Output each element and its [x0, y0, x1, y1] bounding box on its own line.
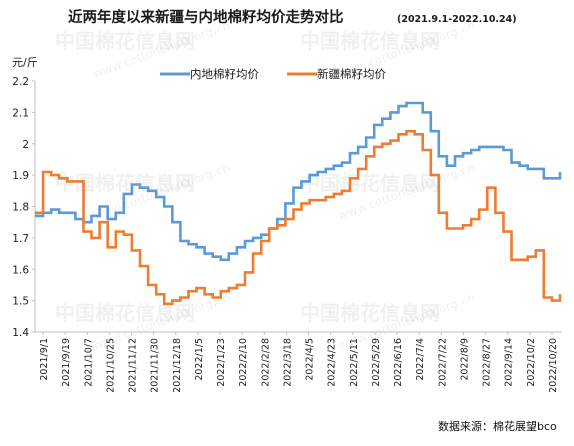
y-axis-label: 元/斤 — [12, 56, 38, 69]
x-tick-label: 2022/9/14 — [504, 338, 515, 387]
legend: 内地棉籽均价 新疆棉籽均价 — [160, 67, 386, 81]
watermark-logo-text: 中国棉花信息网 — [300, 171, 440, 195]
x-tick-label: 2022/4/5 — [305, 338, 316, 381]
x-tick-label: 2021/12/18 — [172, 338, 183, 393]
x-tick-label: 2022/1/23 — [216, 338, 227, 387]
x-tick-label: 2021/9/1 — [39, 338, 50, 381]
x-tick-label: 2021/11/30 — [150, 338, 161, 393]
x-tick-label: 2022/2/28 — [260, 338, 271, 387]
x-tick-label: 2021/9/19 — [61, 338, 72, 387]
x-tick-label: 2021/10/25 — [105, 338, 116, 393]
x-tick-label: 2022/8/27 — [482, 338, 493, 387]
x-tick-label: 2022/7/22 — [437, 338, 448, 387]
watermark-logo-text: 中国棉花信息网 — [300, 301, 440, 325]
y-tick-label: 1.7 — [12, 233, 29, 245]
y-tick-label: 2.1 — [12, 107, 29, 119]
y-tick-label: 1.6 — [12, 264, 29, 276]
y-tick-label: 1.8 — [12, 202, 29, 214]
x-tick-label: 2022/5/11 — [349, 338, 360, 387]
x-tick-label: 2022/2/10 — [238, 338, 249, 387]
x-tick-label: 2022/6/16 — [393, 338, 404, 387]
series-line-inland — [35, 101, 562, 262]
source-label: 数据来源：棉花展望bco — [438, 419, 557, 433]
x-tick-label: 2022/7/4 — [415, 338, 426, 381]
x-tick-label: 2021/10/7 — [83, 338, 94, 387]
y-tick-label: 1.4 — [12, 327, 29, 339]
x-tick-label: 2022/3/18 — [282, 338, 293, 387]
watermark-logo-text: 中国棉花信息网 — [300, 29, 440, 53]
x-tick-label: 2022/10/2 — [526, 338, 537, 387]
series-line-xinjiang — [35, 129, 562, 306]
y-tick-label: 1.9 — [12, 170, 29, 182]
x-tick-label: 2022/5/29 — [371, 338, 382, 387]
x-axis-ticks: 2021/9/1 2021/9/19 2021/10/7 2021/10/25 2021… — [39, 332, 559, 393]
x-tick-label: 2022/1/5 — [194, 338, 205, 381]
y-tick-label: 2 — [22, 139, 29, 151]
x-tick-label: 2022/4/23 — [327, 338, 338, 387]
x-tick-label: 2021/11/12 — [128, 338, 139, 393]
x-tick-label: 2022/10/20 — [548, 338, 559, 393]
chart-subtitle: (2021.9.1-2022.10.24) — [397, 14, 517, 25]
legend-label-xinjiang: 新疆棉籽均价 — [317, 67, 386, 81]
y-tick-label: 2.2 — [12, 76, 29, 88]
x-tick-label: 2022/8/9 — [459, 338, 470, 381]
y-tick-label: 1.5 — [12, 296, 29, 308]
watermark-logo-text: 中国棉花信息网 — [55, 171, 195, 195]
y-axis-ticks: 2.2 2.1 2 1.9 1.8 1.7 1.6 1.5 1.4 — [12, 76, 35, 339]
watermark-logo-text: 中国棉花信息网 — [55, 29, 195, 53]
chart-title: 近两年度以来新疆与内地棉籽均价走势对比 — [68, 8, 344, 26]
series-lines — [35, 101, 562, 306]
legend-label-inland: 内地棉籽均价 — [190, 67, 259, 81]
